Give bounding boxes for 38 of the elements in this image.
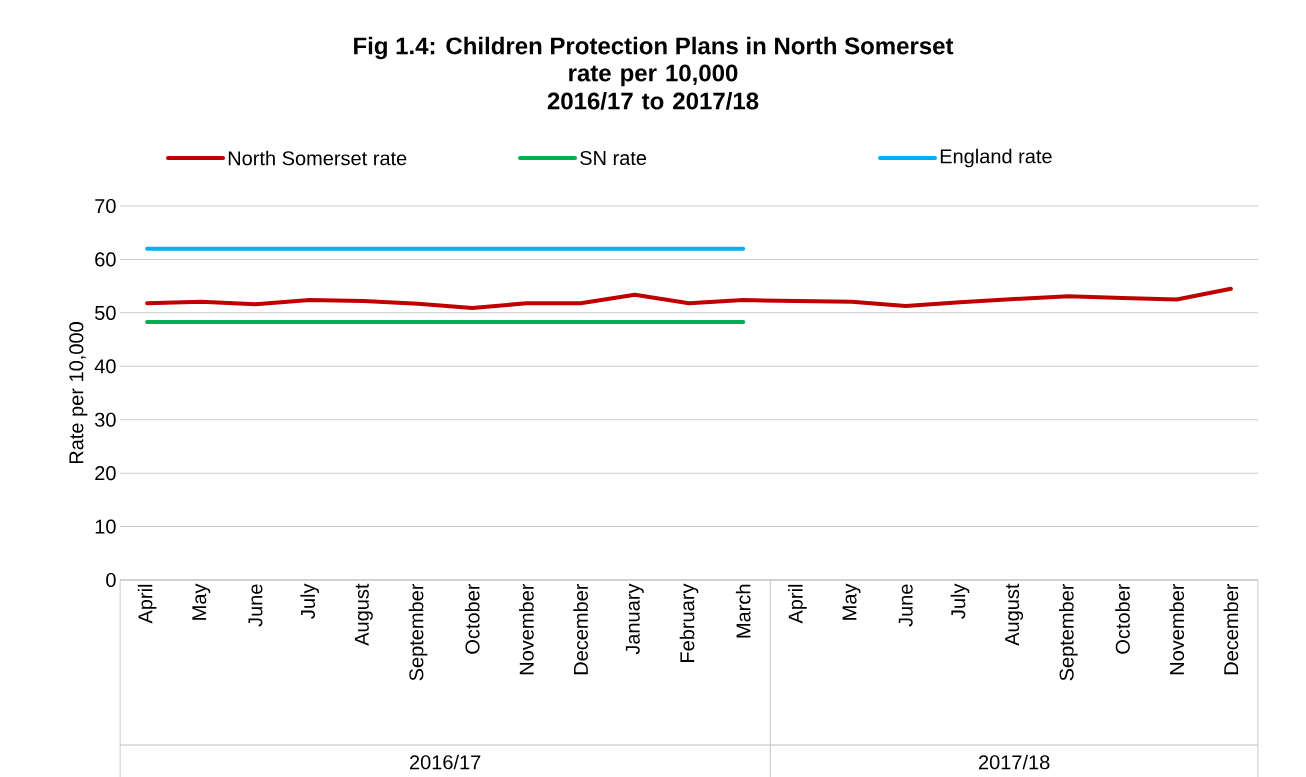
x-tick-label: September	[408, 583, 428, 681]
x-tick-label: May	[192, 583, 211, 620]
x-tick-label: November	[1169, 583, 1185, 675]
x-tick-label: December	[573, 583, 588, 675]
text: 2017/18	[979, 754, 1050, 770]
x-tick-label: August	[354, 583, 373, 646]
x-tick-label: September	[1059, 583, 1078, 681]
x-tick-label: June	[248, 584, 263, 627]
x-tick-label: November	[519, 583, 534, 675]
text: 2016/17	[410, 754, 481, 770]
y-tick-label: 60	[95, 252, 116, 267]
y-tick-label: 0	[106, 572, 116, 588]
line-series	[145, 286, 1233, 311]
x-tick-label: January	[625, 583, 644, 655]
x-tick-label: October	[1115, 583, 1130, 654]
y-tick-label: 10	[95, 519, 116, 534]
y-tick-label: 30	[94, 412, 116, 427]
x-tick-label: October	[464, 583, 480, 654]
x-tick-label: March	[735, 584, 751, 638]
x-tick-label: July	[300, 583, 319, 619]
x-tick-label: May	[842, 583, 861, 620]
legend-label: England rate	[940, 148, 1052, 168]
legend-label: SN rate	[580, 150, 647, 166]
y-axis-title: Rate per 10,000	[69, 322, 88, 464]
x-tick-label: February	[679, 583, 699, 662]
y-tick-label: 40	[94, 359, 116, 374]
y-tick-label: 70	[95, 198, 116, 214]
x-tick-label: August	[1005, 583, 1024, 646]
y-tick-label: 50	[95, 305, 116, 320]
chart-title: Fig 1.4: Children Protection Plans in North Somerset	[354, 36, 954, 60]
y-tick-label: 20	[95, 466, 116, 481]
x-tick-label: July	[950, 583, 970, 619]
x-tick-label: December	[1223, 583, 1239, 675]
x-tick-label: April	[137, 584, 157, 624]
chart-subtitle: rate per 10,000 2016/17 to 2017/18	[547, 64, 759, 110]
x-tick-label: April	[788, 584, 807, 624]
x-tick-label: June	[898, 584, 913, 627]
legend-label: North Somerset rate	[228, 150, 407, 166]
